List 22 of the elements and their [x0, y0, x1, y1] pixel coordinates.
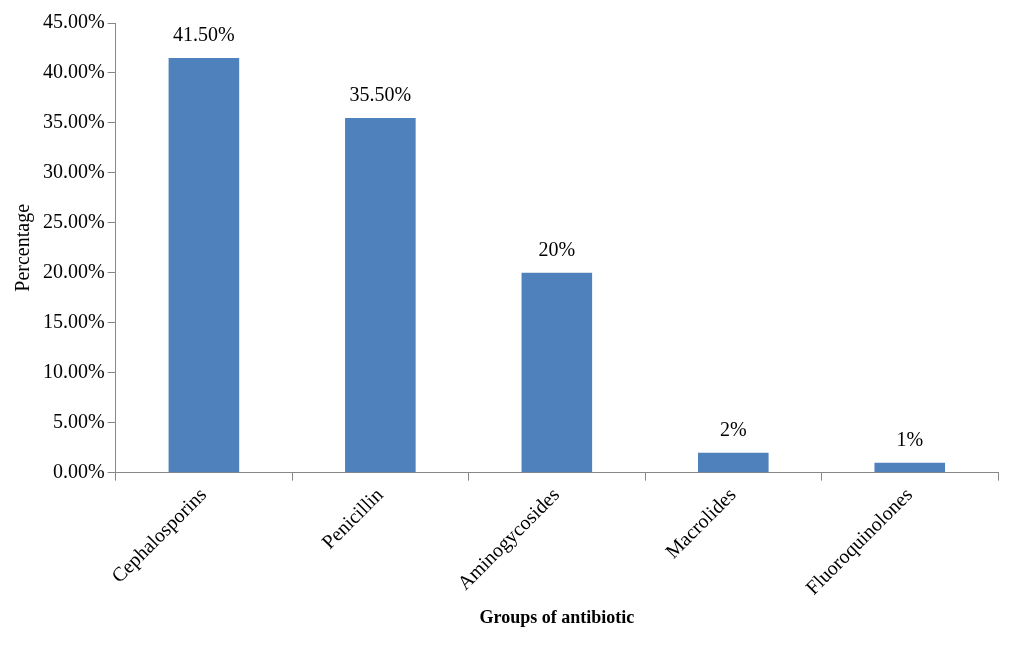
y-tick-label: 10.00% — [42, 359, 105, 382]
y-tick-label: 30.00% — [42, 160, 105, 183]
bar — [521, 272, 593, 473]
bar — [168, 57, 240, 473]
bar — [345, 117, 416, 473]
y-tick-label: 40.00% — [42, 60, 105, 83]
y-tick-label: 45.00% — [42, 10, 105, 33]
y-axis-title: Percentage — [11, 203, 35, 292]
data-label: 20% — [538, 238, 576, 261]
data-label: 41.50% — [173, 23, 235, 46]
y-tick-label: 25.00% — [42, 210, 105, 233]
x-axis-title: Groups of antibiotic — [479, 606, 635, 627]
y-tick-label: 0.00% — [52, 459, 105, 482]
y-tick-label: 20.00% — [42, 260, 105, 283]
y-tick-label: 35.00% — [42, 110, 105, 133]
bar — [874, 462, 946, 473]
y-tick-label: 15.00% — [42, 310, 105, 333]
bar — [698, 452, 769, 473]
y-tick-label: 5.00% — [52, 409, 105, 432]
data-label: 1% — [896, 427, 924, 450]
data-label: 35.50% — [349, 83, 412, 106]
data-label: 2% — [719, 417, 747, 440]
